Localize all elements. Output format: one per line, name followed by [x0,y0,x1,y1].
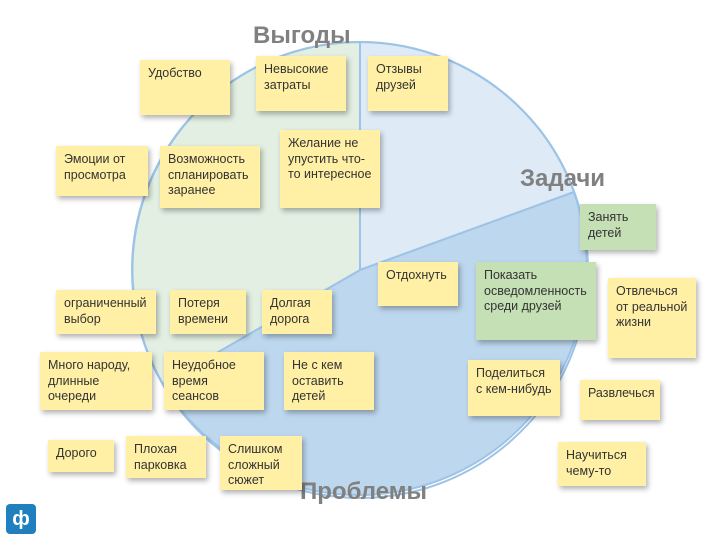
note-problem-complex-plot: Слишком сложный сюжет [220,436,302,490]
note-problem-time-loss: Потеря времени [170,290,246,334]
note-problem-expensive: Дорого [48,440,114,472]
note-benefit-low-cost: Невысокие затраты [256,56,346,111]
label-problems: Проблемы [300,478,427,506]
note-problem-limited-choice: ограниченный выбор [56,290,156,334]
note-problem-no-babysit: Не с кем оставить детей [284,352,374,410]
note-task-share: Поделиться с кем-нибудь [468,360,560,416]
note-task-learn: Научиться чему-то [558,442,646,486]
note-benefit-convenience: Удобство [140,60,230,115]
note-problem-long-road: Долгая дорога [262,290,332,334]
note-benefit-reviews: Отзывы друзей [368,56,448,111]
note-problem-crowds: Много народу, длинные очереди [40,352,152,410]
note-task-show-awareness: Показать осведомленность среди друзей [476,262,596,340]
label-tasks: Задачи [520,165,605,193]
note-benefit-emotions: Эмоции от просмотра [56,146,148,196]
note-task-entertain: Развлечься [580,380,660,420]
note-task-keep-kids-busy: Занять детей [580,204,656,250]
note-task-rest: Отдохнуть [378,262,458,306]
note-benefit-not-miss: Желание не упустить что-то интересное [280,130,380,208]
note-problem-bad-parking: Плохая парковка [126,436,206,478]
note-problem-bad-times: Неудобное время сеансов [164,352,264,410]
app-badge-icon: ф [6,504,36,534]
note-task-distract: Отвлечься от реальной жизни [608,278,696,358]
label-benefits: Выгоды [253,22,351,50]
note-benefit-plan-ahead: Возможность спланировать заранее [160,146,260,208]
